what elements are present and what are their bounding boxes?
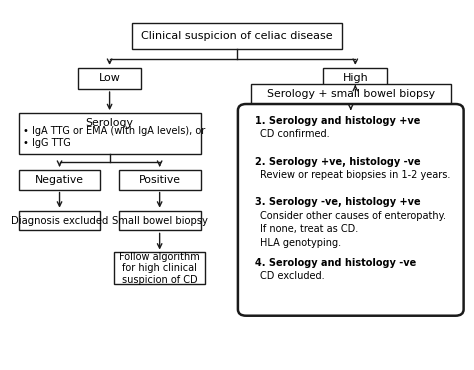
Bar — [132, 23, 342, 48]
Text: 4. Serology and histology -ve: 4. Serology and histology -ve — [255, 258, 417, 268]
Text: CD confirmed.: CD confirmed. — [260, 129, 329, 139]
Text: CD excluded.: CD excluded. — [260, 271, 324, 281]
FancyBboxPatch shape — [238, 104, 464, 316]
Bar — [323, 68, 387, 89]
Text: Positive: Positive — [138, 175, 181, 185]
Text: Consider other causes of enteropathy.: Consider other causes of enteropathy. — [260, 211, 446, 221]
Bar — [251, 84, 451, 105]
Text: • IgA TTG or EMA (with IgA levels), or
• IgG TTG: • IgA TTG or EMA (with IgA levels), or •… — [23, 126, 205, 148]
Text: 2. Serology +ve, histology -ve: 2. Serology +ve, histology -ve — [255, 157, 421, 166]
Text: Diagnosis excluded: Diagnosis excluded — [11, 215, 108, 226]
Text: Low: Low — [99, 73, 120, 84]
Bar — [118, 211, 201, 231]
Text: Clinical suspicion of celiac disease: Clinical suspicion of celiac disease — [141, 31, 333, 41]
Bar — [118, 170, 201, 189]
Bar — [18, 211, 100, 231]
Bar — [18, 170, 100, 189]
Text: Small bowel biopsy: Small bowel biopsy — [112, 215, 208, 226]
Text: Negative: Negative — [35, 175, 84, 185]
Text: Review or repeat biopsies in 1-2 years.: Review or repeat biopsies in 1-2 years. — [260, 170, 450, 180]
Text: High: High — [342, 73, 368, 84]
Text: HLA genotyping.: HLA genotyping. — [260, 238, 341, 248]
Text: 1. Serology and histology +ve: 1. Serology and histology +ve — [255, 116, 420, 126]
Bar — [78, 68, 141, 89]
Text: Serology + small bowel biopsy: Serology + small bowel biopsy — [267, 90, 435, 100]
Text: 3. Serology -ve, histology +ve: 3. Serology -ve, histology +ve — [255, 198, 421, 208]
Bar — [18, 113, 201, 154]
Text: If none, treat as CD.: If none, treat as CD. — [260, 225, 358, 235]
Text: Serology: Serology — [86, 118, 134, 128]
Bar — [114, 252, 205, 285]
Text: Follow algorithm
for high clinical
suspicion of CD: Follow algorithm for high clinical suspi… — [119, 252, 200, 285]
